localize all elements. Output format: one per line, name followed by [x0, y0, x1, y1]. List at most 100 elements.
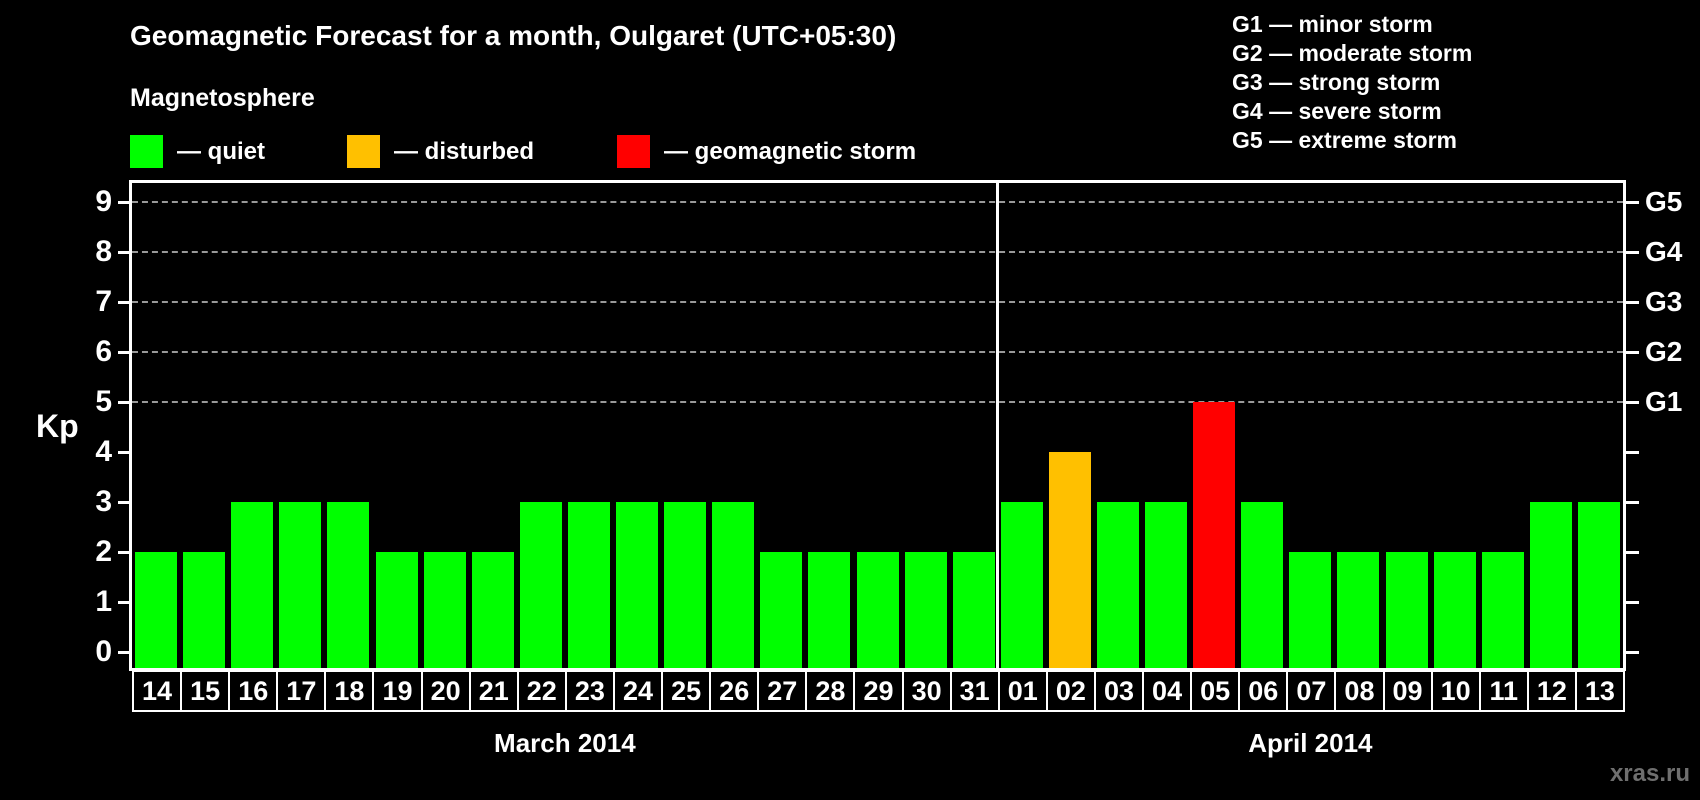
kp-tick-right: [1626, 600, 1639, 604]
kp-bar: [664, 502, 707, 668]
day-label-box: 24: [612, 670, 664, 712]
kp-bar: [1433, 552, 1476, 668]
kp-tick-left: [118, 450, 131, 454]
kp-tick-right: [1626, 350, 1639, 354]
day-label-box: 26: [709, 670, 760, 712]
legend-item-disturbed: — disturbed: [347, 135, 534, 168]
chart-title: Geomagnetic Forecast for a month, Oulgar…: [130, 20, 897, 51]
storm-scale-item: G1 — minor storm: [1232, 11, 1433, 37]
kp-tick-label: 5: [95, 385, 112, 418]
kp-bar: [1193, 402, 1236, 668]
kp-tick-label: 3: [95, 485, 112, 518]
kp-tick-left: [118, 400, 131, 404]
g-level-label: G2: [1645, 336, 1683, 367]
day-label-box: 07: [1286, 670, 1337, 712]
kp-tick-label: 8: [95, 235, 112, 268]
month-label: April 2014: [1248, 728, 1373, 758]
g-level-label: G1: [1645, 386, 1683, 417]
kp-bar: [567, 502, 610, 668]
month-separator-line: [996, 183, 1000, 668]
kp-tick-left: [118, 300, 131, 304]
day-label-box: 05: [1190, 670, 1241, 712]
kp-tick-label: 7: [95, 285, 112, 318]
watermark: xras.ru: [1609, 760, 1690, 787]
kp-bar: [1529, 502, 1572, 668]
day-label-box: 27: [757, 670, 808, 712]
kp-tick-left: [118, 350, 131, 354]
day-label-box: 01: [997, 670, 1048, 712]
kp-bar: [1096, 502, 1139, 668]
day-label-box: 16: [228, 670, 279, 712]
storm-scale-item: G2 — moderate storm: [1232, 40, 1473, 66]
kp-gridline: [132, 251, 1623, 253]
g-level-label: G4: [1645, 236, 1683, 267]
day-label-box: 15: [180, 670, 231, 712]
kp-tick-right: [1626, 400, 1639, 404]
day-label-box: 10: [1430, 670, 1481, 712]
kp-bar: [1000, 502, 1043, 668]
kp-bar: [1241, 502, 1284, 668]
day-label-box: 04: [1142, 670, 1193, 712]
day-label-box: 17: [276, 670, 327, 712]
kp-bar: [1289, 552, 1332, 668]
kp-tick-left: [118, 250, 131, 254]
kp-bar: [808, 552, 851, 668]
day-label-box: 14: [132, 670, 183, 712]
day-label-box: 09: [1382, 670, 1433, 712]
kp-axis-title: Kp: [36, 408, 79, 444]
kp-gridline: [132, 301, 1623, 303]
kp-bar: [1145, 502, 1188, 668]
kp-bar: [471, 552, 514, 668]
kp-bar: [327, 502, 370, 668]
day-label-box: 21: [468, 670, 519, 712]
kp-gridline: [132, 401, 1623, 403]
kp-tick-left: [118, 600, 131, 604]
kp-tick-label: 2: [95, 535, 112, 568]
day-label-box: 23: [564, 670, 615, 712]
day-label-box: 25: [661, 670, 712, 712]
legend-label: — disturbed: [394, 137, 535, 165]
kp-bar: [231, 502, 274, 668]
kp-bar: [519, 502, 562, 668]
kp-bar: [279, 502, 322, 668]
legend-label: — geomagnetic storm: [664, 137, 917, 165]
kp-tick-right: [1626, 300, 1639, 304]
kp-bar: [952, 552, 995, 668]
day-label-box: 02: [1045, 670, 1096, 712]
kp-gridline: [132, 351, 1623, 353]
day-label-box: 20: [420, 670, 471, 712]
storm-scale-item: G4 — severe storm: [1232, 98, 1442, 124]
storm-scale-item: G5 — extreme storm: [1232, 127, 1457, 153]
kp-bar: [1481, 552, 1524, 668]
kp-tick-right: [1626, 200, 1639, 204]
kp-tick-right: [1626, 650, 1639, 654]
kp-bar: [183, 552, 226, 668]
legend-title: Magnetosphere: [130, 84, 315, 112]
kp-tick-right: [1626, 550, 1639, 554]
kp-tick-label: 0: [95, 635, 112, 668]
kp-tick-left: [118, 500, 131, 504]
day-label-box: 18: [324, 670, 375, 712]
g-level-label: G5: [1645, 186, 1683, 217]
day-label-box: 06: [1238, 670, 1289, 712]
day-label-box: 08: [1334, 670, 1385, 712]
kp-tick-label: 1: [95, 585, 112, 618]
day-label-box: 19: [372, 670, 423, 712]
kp-bar: [712, 502, 755, 668]
day-label-box: 13: [1574, 670, 1625, 712]
day-label-box: 12: [1526, 670, 1577, 712]
disturbed-swatch-icon: [347, 135, 380, 168]
kp-tick-label: 4: [95, 435, 112, 468]
kp-bar: [135, 552, 178, 668]
kp-bar: [1337, 552, 1380, 668]
kp-bar: [423, 552, 466, 668]
kp-tick-label: 9: [95, 185, 112, 218]
month-label: March 2014: [494, 728, 636, 758]
day-label-box: 31: [949, 670, 1000, 712]
storm-swatch-icon: [617, 135, 650, 168]
quiet-swatch-icon: [130, 135, 163, 168]
kp-tick-right: [1626, 250, 1639, 254]
kp-tick-right: [1626, 450, 1639, 454]
kp-bar: [856, 552, 899, 668]
day-label-box: 30: [901, 670, 952, 712]
